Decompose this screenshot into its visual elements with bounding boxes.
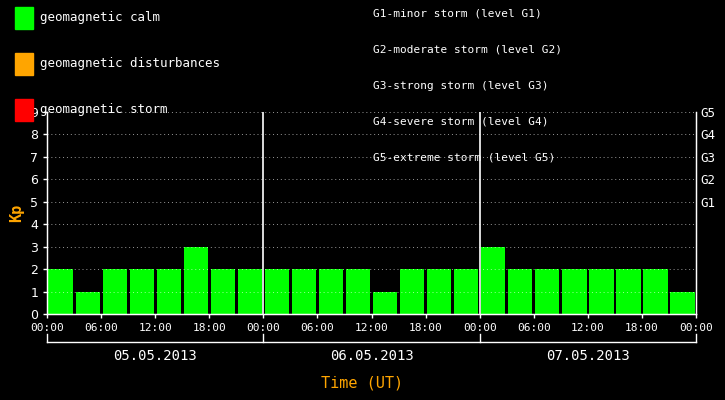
Text: geomagnetic disturbances: geomagnetic disturbances (40, 58, 220, 70)
Bar (481, 247, 505, 314)
Bar (130, 269, 154, 314)
Text: G5-extreme storm (level G5): G5-extreme storm (level G5) (373, 153, 555, 163)
Bar (291, 269, 316, 314)
Bar (319, 269, 343, 314)
Text: G1-minor storm (level G1): G1-minor storm (level G1) (373, 9, 542, 19)
Text: 06.05.2013: 06.05.2013 (330, 349, 413, 363)
Bar (373, 292, 397, 314)
Bar (346, 269, 370, 314)
Bar (508, 269, 532, 314)
Bar (102, 269, 127, 314)
Bar (400, 269, 424, 314)
Text: 05.05.2013: 05.05.2013 (113, 349, 197, 363)
Text: geomagnetic storm: geomagnetic storm (40, 104, 167, 116)
Text: G4-severe storm (level G4): G4-severe storm (level G4) (373, 117, 549, 127)
Bar (265, 269, 289, 314)
Bar (157, 269, 181, 314)
Bar (671, 292, 695, 314)
Bar (49, 269, 72, 314)
Bar (238, 269, 262, 314)
Bar (211, 269, 235, 314)
Bar (535, 269, 560, 314)
Text: 07.05.2013: 07.05.2013 (546, 349, 630, 363)
Text: geomagnetic calm: geomagnetic calm (40, 12, 160, 24)
Bar (589, 269, 613, 314)
Bar (427, 269, 452, 314)
Bar (75, 292, 100, 314)
Bar (616, 269, 641, 314)
Bar (562, 269, 587, 314)
Text: G2-moderate storm (level G2): G2-moderate storm (level G2) (373, 45, 563, 55)
Bar (454, 269, 479, 314)
Bar (643, 269, 668, 314)
Y-axis label: Kp: Kp (9, 204, 25, 222)
Bar (183, 247, 208, 314)
Text: Time (UT): Time (UT) (321, 375, 404, 390)
Text: G3-strong storm (level G3): G3-strong storm (level G3) (373, 81, 549, 91)
